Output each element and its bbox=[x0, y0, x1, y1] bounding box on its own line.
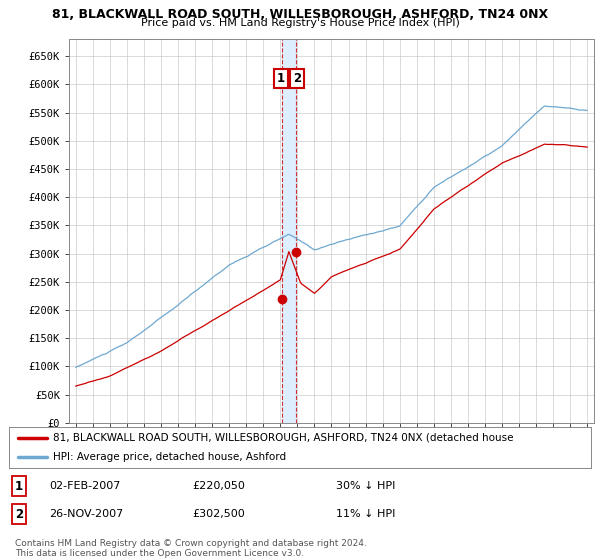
Text: 2: 2 bbox=[15, 507, 23, 521]
Text: Contains HM Land Registry data © Crown copyright and database right 2024.
This d: Contains HM Land Registry data © Crown c… bbox=[15, 539, 367, 558]
Text: 30% ↓ HPI: 30% ↓ HPI bbox=[336, 481, 395, 491]
Text: £302,500: £302,500 bbox=[192, 509, 245, 519]
Text: 02-FEB-2007: 02-FEB-2007 bbox=[49, 481, 121, 491]
Text: Price paid vs. HM Land Registry's House Price Index (HPI): Price paid vs. HM Land Registry's House … bbox=[140, 18, 460, 28]
Text: 81, BLACKWALL ROAD SOUTH, WILLESBOROUGH, ASHFORD, TN24 0NX: 81, BLACKWALL ROAD SOUTH, WILLESBOROUGH,… bbox=[52, 8, 548, 21]
Text: 2: 2 bbox=[293, 72, 301, 85]
Text: 1: 1 bbox=[15, 479, 23, 493]
Text: £220,050: £220,050 bbox=[192, 481, 245, 491]
Text: 11% ↓ HPI: 11% ↓ HPI bbox=[336, 509, 395, 519]
Text: 1: 1 bbox=[277, 72, 285, 85]
Bar bbox=[282, 39, 296, 423]
Text: 26-NOV-2007: 26-NOV-2007 bbox=[49, 509, 124, 519]
Text: 81, BLACKWALL ROAD SOUTH, WILLESBOROUGH, ASHFORD, TN24 0NX (detached house: 81, BLACKWALL ROAD SOUTH, WILLESBOROUGH,… bbox=[53, 433, 513, 443]
Text: HPI: Average price, detached house, Ashford: HPI: Average price, detached house, Ashf… bbox=[53, 452, 286, 462]
